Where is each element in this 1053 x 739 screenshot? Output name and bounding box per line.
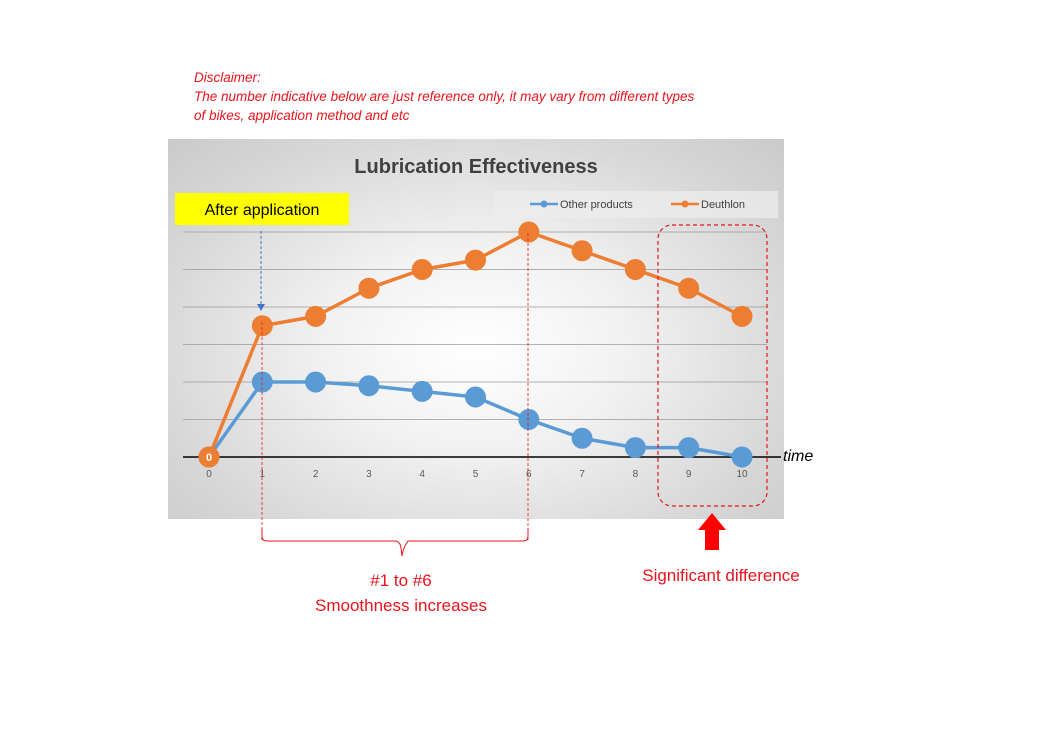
difference-label: Significant difference [642, 566, 800, 585]
x-tick-label: 3 [366, 469, 372, 480]
range-bracket [261, 528, 529, 557]
data-point [518, 221, 540, 243]
data-point [571, 427, 593, 449]
x-tick-label: 1 [260, 469, 266, 480]
data-point [518, 409, 540, 430]
x-tick-label: 4 [419, 469, 425, 480]
x-tick-label: 8 [633, 469, 639, 480]
data-point [198, 446, 220, 468]
legend-marker [681, 200, 689, 208]
data-point [358, 375, 380, 397]
up-arrow-icon [698, 513, 726, 550]
legend-label: Other products [560, 199, 633, 211]
data-point [411, 380, 433, 402]
difference-highlight-box [657, 224, 768, 507]
series-layer: 0 [198, 221, 753, 468]
x-tick-label: 6 [526, 469, 532, 480]
data-point [358, 277, 380, 299]
x-tick-label: 2 [313, 469, 319, 480]
disclaimer-line-1: The number indicative below are just ref… [194, 89, 695, 104]
x-tick-label: 7 [579, 469, 585, 480]
x-tick-label: 5 [473, 469, 479, 480]
data-point [571, 240, 593, 262]
data-point [465, 249, 486, 271]
range-label: #1 to #6 Smoothness increases [296, 568, 506, 618]
disclaimer-heading: Disclaimer: [194, 70, 261, 85]
x-axis: 0 1 2 3 4 5 6 7 8 9 10 [183, 456, 781, 480]
legend: Other products Deuthlon [530, 199, 745, 211]
data-point [624, 259, 646, 280]
x-axis-title: time [783, 448, 813, 465]
disclaimer-text: Disclaimer: The number indicative below … [194, 68, 774, 125]
data-point [411, 259, 433, 280]
legend-marker [540, 200, 548, 208]
x-tick-label: 10 [736, 469, 748, 480]
data-point [251, 315, 273, 337]
range-label-line-2: Smoothness increases [315, 596, 487, 615]
after-application-box [175, 193, 349, 225]
range-label-line-1: #1 to #6 [370, 571, 432, 590]
data-point [678, 277, 700, 299]
after-application-label: After application [205, 202, 320, 219]
chart-title: Lubrication Effectiveness [354, 156, 597, 178]
data-point [624, 437, 646, 459]
origin-label: 0 [206, 452, 212, 464]
arrow-head-icon [257, 304, 265, 311]
data-point [305, 371, 327, 393]
data-point [305, 305, 327, 327]
legend-label: Deuthlon [701, 199, 745, 211]
data-point [731, 305, 753, 327]
disclaimer-line-2: of bikes, application method and etc [194, 108, 410, 123]
data-point [465, 386, 486, 408]
data-point [731, 446, 753, 468]
x-tick-label: 9 [686, 469, 692, 480]
data-point [678, 437, 700, 459]
x-tick-label: 0 [206, 469, 212, 480]
